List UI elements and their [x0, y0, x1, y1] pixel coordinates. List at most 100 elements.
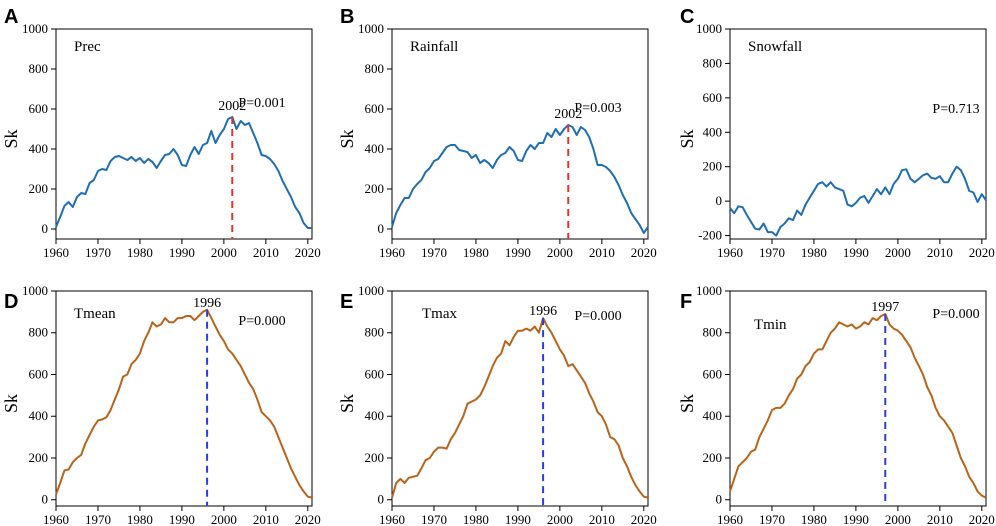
y-axis-label: Sk	[677, 129, 697, 148]
series-line	[729, 165, 987, 237]
series-title: Prec	[74, 39, 101, 55]
y-axis-label: Sk	[677, 394, 697, 413]
panel-b: B 0 200 400 600 800 1000 1960 1970 1980 1990 2000 20…	[337, 6, 657, 260]
y-tick-label: 0	[378, 221, 385, 236]
x-tick-label: 1980	[463, 245, 489, 260]
y-tick-label: 1000	[358, 283, 384, 298]
x-tick-label: 1960	[379, 512, 405, 526]
p-value-label: P=0.000	[574, 309, 621, 324]
p-value-label: P=0.000	[238, 314, 285, 329]
p-value-label: P=0.000	[932, 307, 979, 322]
y-tick-label: 800	[703, 55, 723, 70]
x-tick-label: 1970	[421, 245, 447, 260]
y-tick-label: 800	[29, 61, 49, 76]
y-tick-label: 200	[365, 181, 385, 196]
y-tick-label: 0	[42, 492, 49, 507]
plot-frame	[729, 290, 987, 507]
x-tick-label: 1990	[505, 245, 531, 260]
y-tick-label: 400	[703, 124, 723, 139]
x-tick-label: 2010	[927, 512, 953, 526]
plot-frame	[391, 28, 649, 240]
x-tick-label: 1960	[43, 512, 69, 526]
y-tick-label: -200	[698, 228, 722, 243]
y-tick-label: 400	[29, 141, 49, 156]
series-line	[729, 313, 987, 499]
x-tick-label: 1960	[717, 512, 743, 526]
plot-frame	[55, 28, 313, 240]
x-tick-label: 2020	[969, 245, 995, 260]
p-value-label: P=0.713	[932, 102, 979, 117]
y-tick-label: 1000	[696, 21, 722, 36]
x-tick-label: 2010	[927, 245, 953, 260]
y-tick-label: 400	[29, 408, 49, 423]
y-tick-label: 0	[716, 492, 723, 507]
y-tick-label: 600	[703, 90, 723, 105]
panel-letter: D	[4, 291, 18, 313]
x-tick-label: 1960	[43, 245, 69, 260]
y-tick-label: 200	[29, 181, 49, 196]
y-tick-label: 1000	[22, 283, 48, 298]
panel-c: C -200 0 200 400 600 800 1000 1960 1970 1980 1990 20…	[677, 6, 995, 260]
x-tick-label: 1970	[85, 512, 111, 526]
series-title: Rainfall	[410, 39, 458, 55]
y-tick-label: 400	[365, 141, 385, 156]
x-tick-label: 2010	[253, 245, 279, 260]
x-tick-label: 2000	[211, 245, 237, 260]
plot-frame	[729, 28, 987, 240]
series-line	[391, 124, 649, 234]
x-tick-label: 2000	[547, 512, 573, 526]
y-tick-label: 600	[365, 366, 385, 381]
x-tick-label: 2000	[547, 245, 573, 260]
x-tick-label: 1960	[379, 245, 405, 260]
x-tick-label: 1970	[85, 245, 111, 260]
y-tick-label: 800	[29, 325, 49, 340]
x-tick-label: 1990	[169, 512, 195, 526]
y-axis-label: Sk	[1, 129, 21, 148]
y-tick-label: 800	[365, 61, 385, 76]
series-title: Tmean	[74, 306, 116, 322]
change-point-label: 1997	[871, 300, 899, 315]
series-title: Tmin	[754, 317, 787, 333]
x-tick-label: 2000	[885, 245, 911, 260]
x-tick-label: 1990	[843, 245, 869, 260]
y-tick-label: 0	[42, 221, 49, 236]
y-tick-label: 600	[703, 366, 723, 381]
p-value-label: P=0.001	[238, 96, 285, 111]
panel-letter: E	[340, 291, 353, 313]
y-tick-label: 1000	[358, 21, 384, 36]
panel-letter: F	[680, 291, 692, 313]
panel-letter: B	[340, 6, 354, 28]
y-tick-label: 200	[365, 450, 385, 465]
x-tick-label: 2020	[631, 245, 657, 260]
x-tick-label: 2020	[969, 512, 995, 526]
y-axis-label: Sk	[337, 129, 357, 148]
x-tick-label: 2010	[253, 512, 279, 526]
y-tick-label: 200	[29, 450, 49, 465]
y-axis-label: Sk	[337, 394, 357, 413]
y-axis-label: Sk	[1, 394, 21, 413]
x-tick-label: 2000	[211, 512, 237, 526]
y-tick-label: 600	[365, 101, 385, 116]
panel-letter: C	[680, 6, 694, 28]
x-tick-label: 1990	[505, 512, 531, 526]
y-tick-label: 0	[716, 193, 723, 208]
y-tick-label: 600	[29, 101, 49, 116]
panel-e: E 0 200 400 600 800 1000 1960 1970 1980 1990 2000 20…	[337, 283, 657, 526]
change-point-label: 1996	[529, 304, 557, 319]
series-line	[55, 308, 313, 499]
x-tick-label: 1970	[759, 245, 785, 260]
y-tick-label: 600	[29, 366, 49, 381]
y-tick-label: 200	[703, 450, 723, 465]
y-tick-label: 800	[703, 325, 723, 340]
y-tick-label: 1000	[696, 283, 722, 298]
x-tick-label: 1980	[801, 512, 827, 526]
x-tick-label: 1980	[463, 512, 489, 526]
x-tick-label: 2020	[295, 245, 321, 260]
panel-letter: A	[4, 6, 18, 28]
change-point-label: 1996	[193, 296, 221, 311]
plot-frame	[55, 290, 313, 507]
x-tick-label: 2010	[589, 245, 615, 260]
x-tick-label: 1970	[421, 512, 447, 526]
x-tick-label: 2020	[631, 512, 657, 526]
x-tick-label: 1970	[759, 512, 785, 526]
